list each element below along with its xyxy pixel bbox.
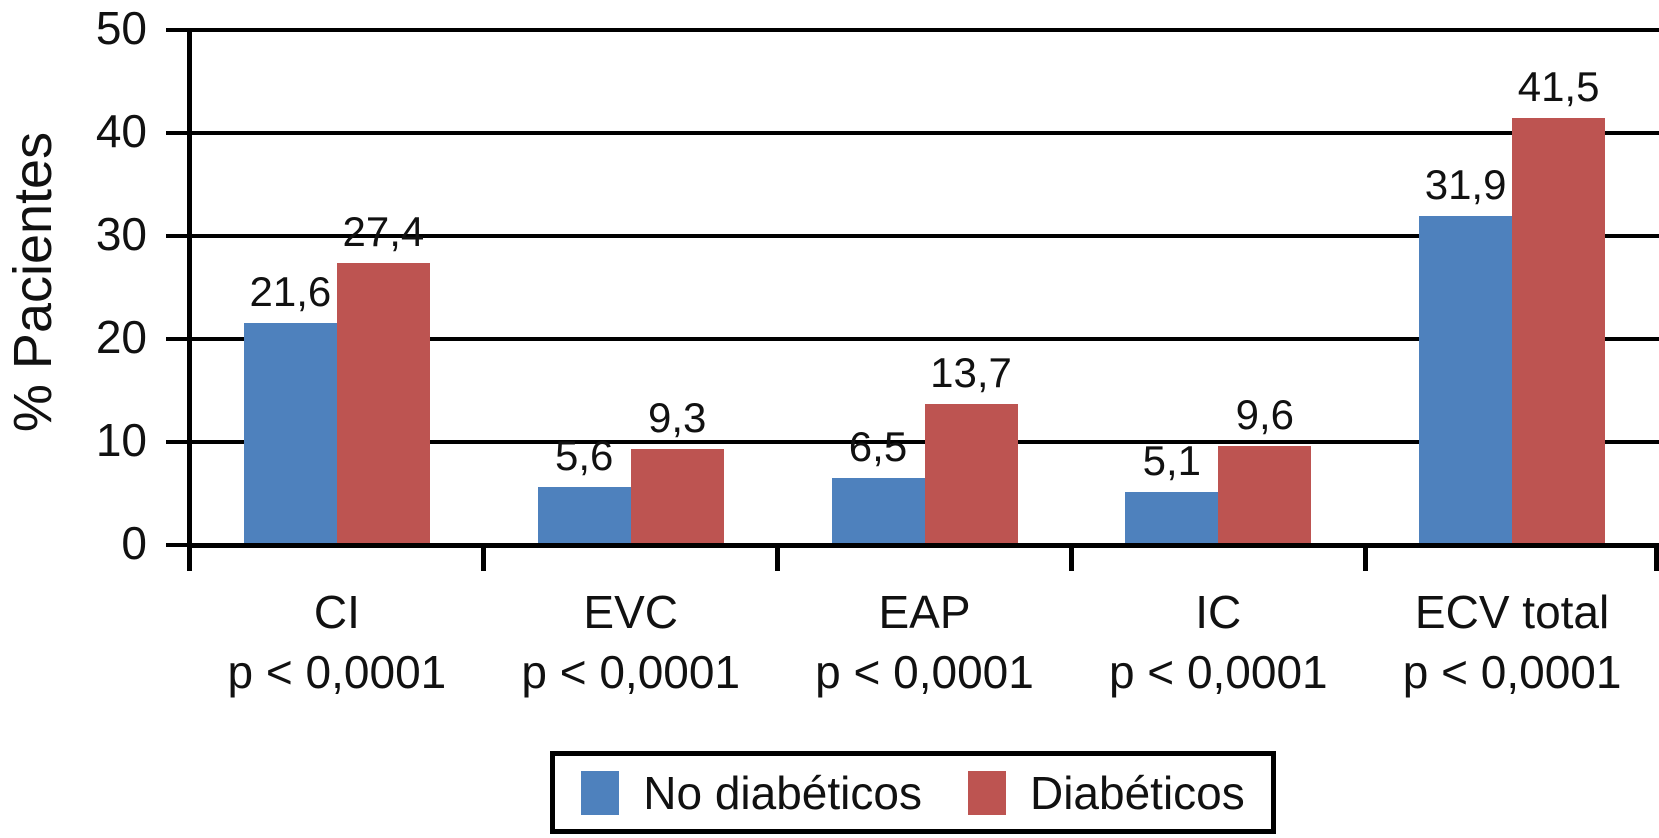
bar (537, 487, 631, 545)
bar-value-label: 9,6 (1235, 391, 1294, 439)
y-tick-label: 0 (121, 517, 147, 569)
category-label-group: EAP p < 0,0001 (778, 582, 1072, 702)
y-axis-title: % Pacientes (3, 131, 63, 433)
legend-label: No diabéticos (643, 766, 922, 819)
x-axis-tick (775, 545, 781, 571)
bar-value-label: 6,5 (848, 423, 908, 471)
y-axis-tick (166, 543, 188, 547)
category-label: ECV total (1414, 586, 1610, 638)
y-tick-label: 20 (95, 311, 147, 363)
bar-value-label: 13,7 (930, 348, 1012, 396)
category-label: EAP (878, 586, 971, 638)
y-tick-label: 10 (95, 414, 147, 466)
bar (1218, 446, 1312, 545)
legend-swatch (581, 770, 620, 815)
bar (831, 478, 925, 545)
bar-value-label: 27,4 (342, 207, 425, 255)
bar-value-label: 5,6 (554, 432, 614, 480)
bar (336, 262, 430, 545)
bar (924, 403, 1018, 545)
y-axis-tick (166, 440, 188, 444)
y-axis-tick (166, 131, 188, 135)
y-axis-tick (166, 337, 188, 341)
category-label: IC (1195, 586, 1242, 638)
legend-item: No diabéticos (581, 769, 922, 817)
y-tick-label: 30 (95, 208, 147, 260)
category-label-group: ECV total p < 0,0001 (1365, 582, 1659, 702)
category-label-group: EVC p < 0,0001 (484, 582, 778, 702)
legend-box: No diabéticos Diabéticos (550, 751, 1276, 834)
x-axis-line (187, 543, 1659, 548)
category-pvalue: p < 0,0001 (1402, 646, 1622, 698)
y-tick-label: 40 (95, 105, 147, 157)
y-axis-tick (166, 28, 188, 32)
category-pvalue: p < 0,0001 (815, 646, 1034, 698)
legend-swatch (967, 770, 1006, 815)
gridline (188, 131, 1659, 135)
bar-value-label: 5,1 (1142, 437, 1201, 485)
bar (1419, 216, 1513, 545)
x-axis-tick (1362, 545, 1368, 571)
gridline (188, 28, 1659, 32)
y-axis-tick (166, 234, 188, 238)
category-pvalue: p < 0,0001 (521, 646, 741, 698)
category-label: CI (313, 586, 360, 638)
bar (1512, 117, 1606, 545)
gridline (188, 337, 1659, 341)
bar (243, 322, 337, 545)
category-label-group: IC p < 0,0001 (1071, 582, 1365, 702)
legend-label: Diabéticos (1029, 766, 1245, 819)
bar-value-label: 41,5 (1517, 62, 1600, 110)
bar (630, 449, 724, 545)
x-axis-tick (1654, 545, 1659, 571)
x-axis-tick (481, 545, 487, 571)
category-pvalue: p < 0,0001 (1108, 646, 1328, 698)
bar-value-label: 21,6 (249, 267, 332, 315)
category-label: EVC (583, 586, 678, 638)
bar-value-label: 9,3 (647, 394, 707, 442)
gridline (188, 234, 1659, 238)
y-axis-line (187, 28, 192, 571)
bar-value-label: 31,9 (1424, 161, 1507, 209)
gridline (188, 440, 1659, 444)
legend-item: Diabéticos (967, 766, 1245, 819)
bar (1125, 492, 1219, 545)
category-label-group: CI p < 0,0001 (190, 582, 484, 702)
category-pvalue: p < 0,0001 (227, 646, 447, 698)
x-axis-tick (1068, 545, 1074, 571)
y-tick-label: 50 (95, 2, 147, 54)
